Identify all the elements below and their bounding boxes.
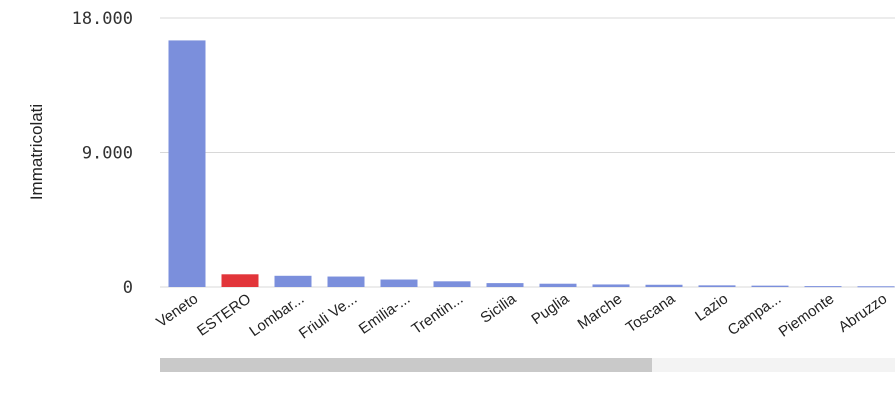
x-tick-label: Campa... [725,290,785,339]
bar-sicilia[interactable] [486,283,524,287]
bar-trentin[interactable] [433,281,471,287]
x-tick-label: Abruzzo [835,290,890,335]
x-tick-label: ESTERO [194,290,254,339]
bar-piemonte[interactable] [804,286,842,288]
x-tick-label: Lazio [692,290,731,324]
y-tick-label: 0 [123,278,133,298]
y-axis-title: Immatricolati [27,104,46,200]
y-axis-ticks: 18.000 9.000 0 [72,9,133,298]
bar-abruzzo[interactable] [857,286,895,288]
bar-puglia[interactable] [539,283,577,287]
x-tick-label: Trentin... [409,290,467,338]
y-tick-label: 18.000 [72,9,133,29]
bar-estero[interactable] [221,274,259,287]
x-tick-label: Emilia-... [356,290,414,337]
bar-friuli-ve[interactable] [327,276,365,287]
bar-toscana[interactable] [645,284,683,287]
y-tick-label: 9.000 [82,144,133,164]
bar-lombar[interactable] [274,275,312,287]
x-tick-label: Friuli Ve... [296,290,360,342]
bar-emilia[interactable] [380,279,418,287]
x-tick-label: Sicilia [477,290,519,327]
x-tick-label: Puglia [528,290,572,328]
gridlines [160,17,895,288]
bars [168,40,895,288]
bar-marche[interactable] [592,284,630,287]
bar-veneto[interactable] [168,40,206,287]
scrollbar-thumb[interactable] [160,358,652,372]
x-tick-label: Toscana [623,290,679,336]
horizontal-scrollbar[interactable] [160,358,895,372]
bar-campa[interactable] [751,285,789,287]
x-tick-label: Marche [575,290,626,333]
x-tick-label: Piemonte [776,290,838,340]
bar-lazio[interactable] [698,285,736,287]
